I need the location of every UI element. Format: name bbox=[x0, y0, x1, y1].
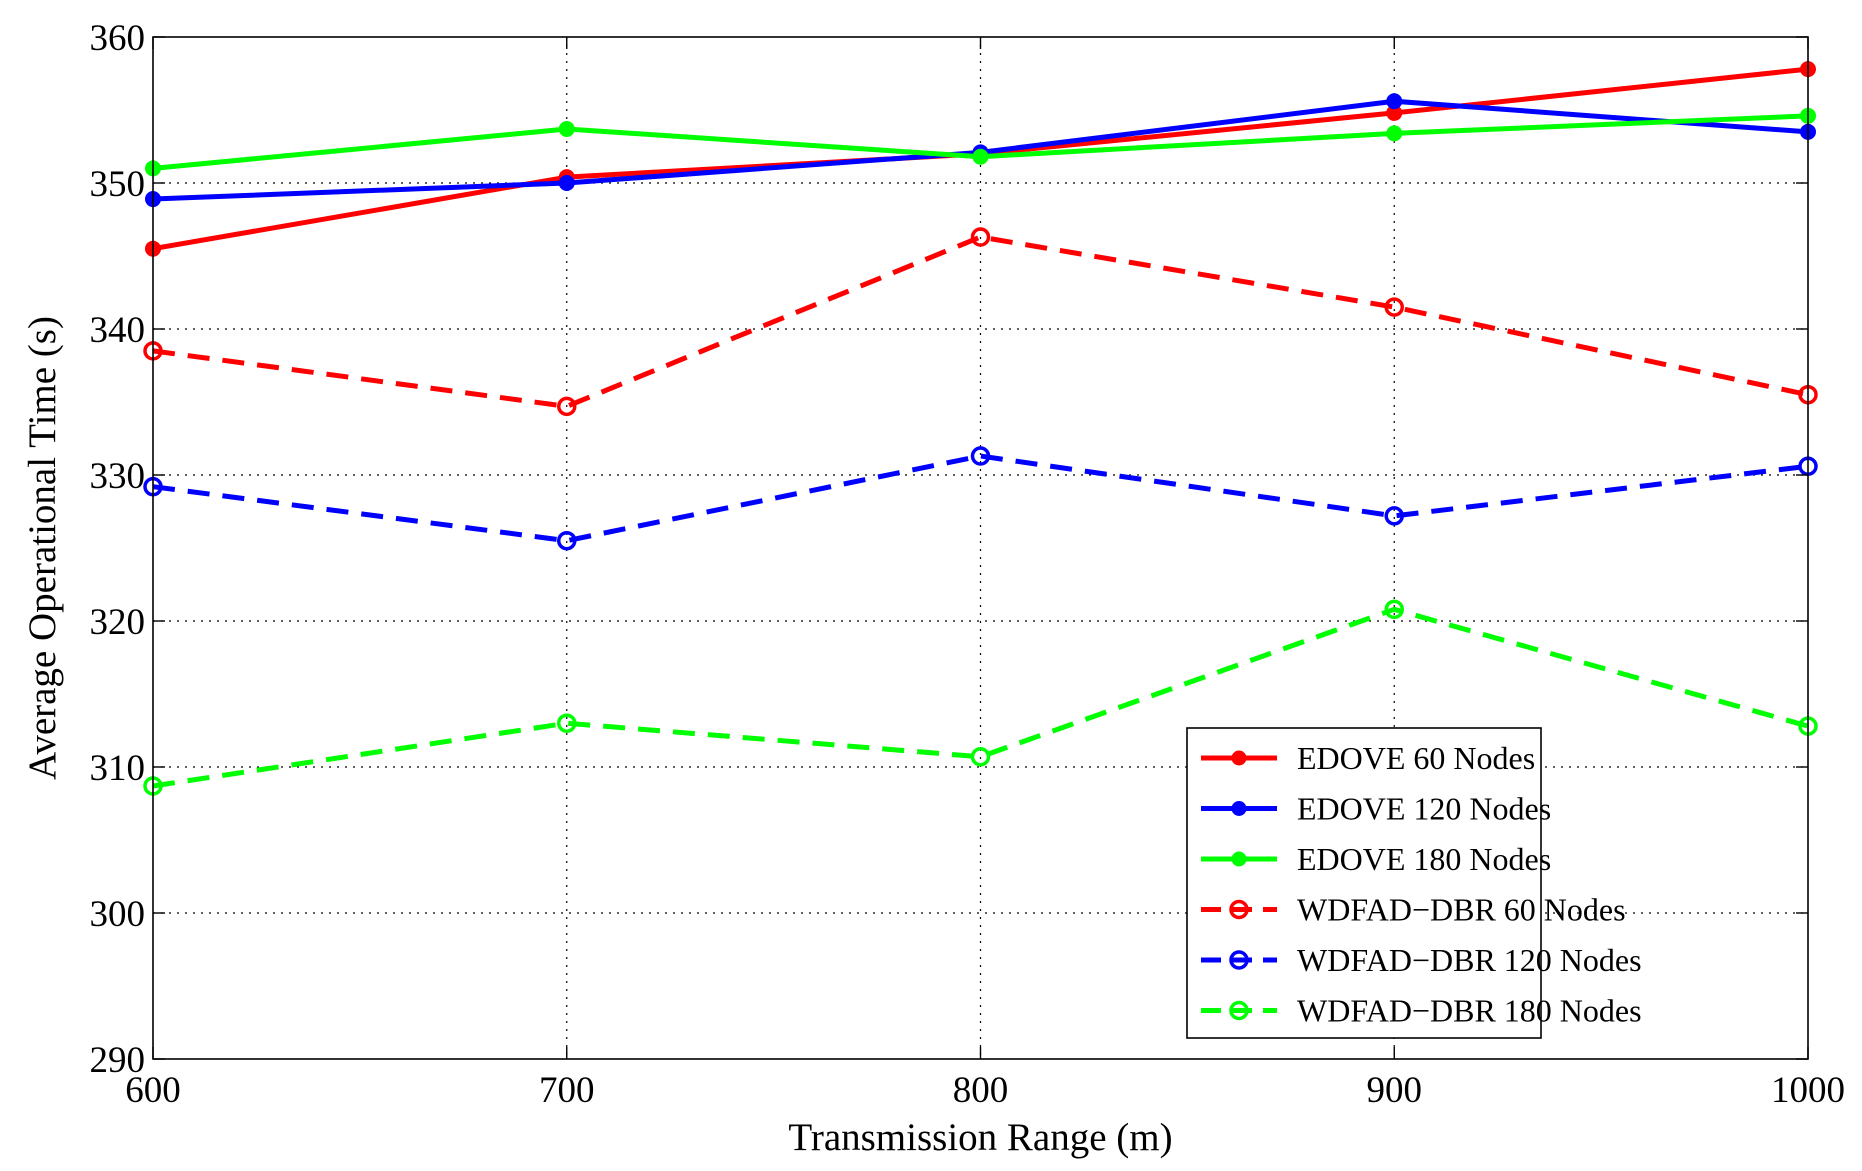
legend-item: WDFAD−DBR 120 Nodes bbox=[1201, 942, 1642, 978]
data-point bbox=[1384, 506, 1404, 526]
data-point bbox=[970, 446, 991, 466]
legend-marker bbox=[1229, 950, 1249, 970]
legend-marker bbox=[1231, 801, 1247, 816]
series-line bbox=[152, 606, 1809, 789]
legend-marker bbox=[1231, 851, 1247, 867]
y-tick-label: 360 bbox=[90, 18, 146, 59]
legend-marker bbox=[1229, 1000, 1249, 1021]
legend-label: WDFAD−DBR 60 Nodes bbox=[1297, 892, 1626, 928]
data-point bbox=[557, 530, 577, 551]
x-tick-label: 700 bbox=[539, 1070, 595, 1111]
legend-label: EDOVE 120 Nodes bbox=[1297, 791, 1551, 827]
legend-item: EDOVE 60 Nodes bbox=[1201, 740, 1535, 776]
legend-label: WDFAD−DBR 120 Nodes bbox=[1297, 942, 1642, 978]
x-axis-label: Transmission Range (m) bbox=[788, 1116, 1172, 1159]
data-point bbox=[972, 148, 989, 165]
y-tick-label: 330 bbox=[90, 456, 146, 497]
data-point bbox=[1386, 93, 1403, 110]
legend-label: EDOVE 60 Nodes bbox=[1297, 740, 1535, 776]
x-tick-label: 600 bbox=[125, 1070, 181, 1111]
legend: EDOVE 60 Nodes EDOVE 120 Nodes EDOVE 180 N… bbox=[1186, 727, 1642, 1039]
y-axis-label: Average Operational Time (s) bbox=[21, 316, 64, 780]
legend-item: EDOVE 120 Nodes bbox=[1201, 791, 1551, 827]
legend-item: WDFAD−DBR 180 Nodes bbox=[1201, 993, 1642, 1029]
legend-label: EDOVE 180 Nodes bbox=[1297, 841, 1551, 877]
data-point bbox=[1384, 297, 1404, 317]
x-tick-label: 800 bbox=[953, 1070, 1009, 1111]
x-tick-label: 1000 bbox=[1771, 1070, 1845, 1111]
legend-marker bbox=[1231, 750, 1247, 766]
data-point bbox=[557, 713, 577, 733]
legend-item: WDFAD−DBR 60 Nodes bbox=[1201, 892, 1626, 928]
y-tick-label: 310 bbox=[90, 748, 146, 789]
data-point bbox=[558, 120, 575, 137]
legend-marker bbox=[1229, 899, 1249, 920]
data-point bbox=[558, 175, 575, 191]
x-tick-label: 900 bbox=[1367, 1070, 1423, 1111]
data-point bbox=[970, 227, 991, 247]
data-point bbox=[970, 747, 991, 767]
axis-ticks: 600 700 800 900 1000 290 300 310 320 330 340 350 360 bbox=[90, 18, 1846, 1111]
legend-item: EDOVE 180 Nodes bbox=[1201, 841, 1551, 877]
y-tick-label: 340 bbox=[90, 310, 146, 351]
data-point bbox=[1386, 125, 1403, 142]
legend-box bbox=[1186, 727, 1542, 1039]
y-tick-label: 300 bbox=[90, 894, 146, 935]
y-tick-label: 320 bbox=[90, 602, 146, 643]
data-point bbox=[557, 396, 577, 417]
legend-label: WDFAD−DBR 180 Nodes bbox=[1297, 993, 1642, 1029]
y-tick-label: 350 bbox=[90, 164, 146, 205]
y-tick-label: 290 bbox=[90, 1040, 146, 1081]
data-point bbox=[1384, 599, 1404, 620]
